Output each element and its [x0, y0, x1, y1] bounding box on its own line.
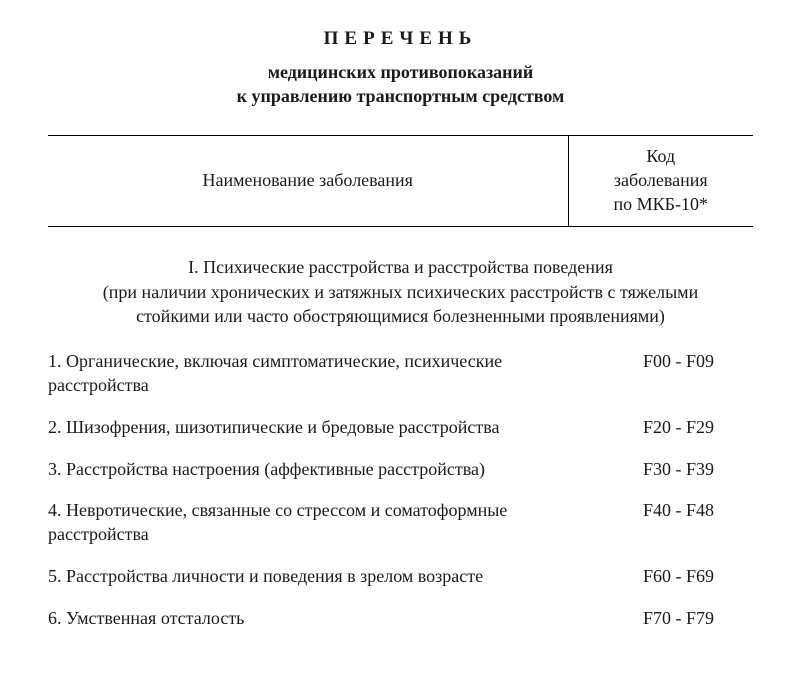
entry-name: 4. Невротические, связанные со стрессом … [48, 499, 588, 547]
title-block: ПЕРЕЧЕНЬ медицинских противопоказаний к … [48, 28, 753, 109]
entry-name: 1. Органические, включая симптоматически… [48, 350, 588, 398]
code-header-l1: Код [646, 146, 675, 166]
entry-row: 2. Шизофрения, шизотипические и бредовые… [48, 416, 753, 440]
subtitle-line1: медицинских противопоказаний [268, 62, 534, 82]
entry-code: F20 - F29 [643, 416, 753, 440]
subtitle-line2: к управлению транспортным средством [237, 86, 565, 106]
section-heading-l3: стойкими или часто обостряющимися болезн… [136, 306, 665, 326]
entry-row: 4. Невротические, связанные со стрессом … [48, 499, 753, 547]
entry-code: F30 - F39 [643, 458, 753, 482]
column-header-code: Код заболевания по МКБ-10* [568, 135, 753, 227]
main-title: ПЕРЕЧЕНЬ [48, 28, 753, 50]
entry-name: 3. Расстройства настроения (аффективные … [48, 458, 495, 482]
entry-name: 6. Умственная отсталость [48, 607, 254, 631]
entry-code: F60 - F69 [643, 565, 753, 589]
section-heading-l2: (при наличии хронических и затяжных псих… [103, 282, 698, 302]
subtitle: медицинских противопоказаний к управлени… [48, 60, 753, 109]
entry-row: 3. Расстройства настроения (аффективные … [48, 458, 753, 482]
entry-code: F00 - F09 [643, 350, 753, 398]
header-table: Наименование заболевания Код заболевания… [48, 135, 753, 228]
code-header-l3: по МКБ-10* [614, 194, 708, 214]
entries-list: 1. Органические, включая симптоматически… [48, 350, 753, 630]
document-page: ПЕРЕЧЕНЬ медицинских противопоказаний к … [0, 0, 801, 668]
section-heading: I. Психические расстройства и расстройст… [48, 255, 753, 328]
entry-row: 5. Расстройства личности и поведения в з… [48, 565, 753, 589]
section-heading-l1: I. Психические расстройства и расстройст… [188, 257, 613, 277]
entry-row: 1. Органические, включая симптоматически… [48, 350, 753, 398]
entry-code: F70 - F79 [643, 607, 753, 631]
entry-name: 5. Расстройства личности и поведения в з… [48, 565, 493, 589]
header-row: Наименование заболевания Код заболевания… [48, 135, 753, 227]
code-header-l2: заболевания [614, 170, 708, 190]
column-header-name: Наименование заболевания [48, 135, 568, 227]
entry-row: 6. Умственная отсталость F70 - F79 [48, 607, 753, 631]
entry-code: F40 - F48 [643, 499, 753, 547]
entry-name: 2. Шизофрения, шизотипические и бредовые… [48, 416, 509, 440]
